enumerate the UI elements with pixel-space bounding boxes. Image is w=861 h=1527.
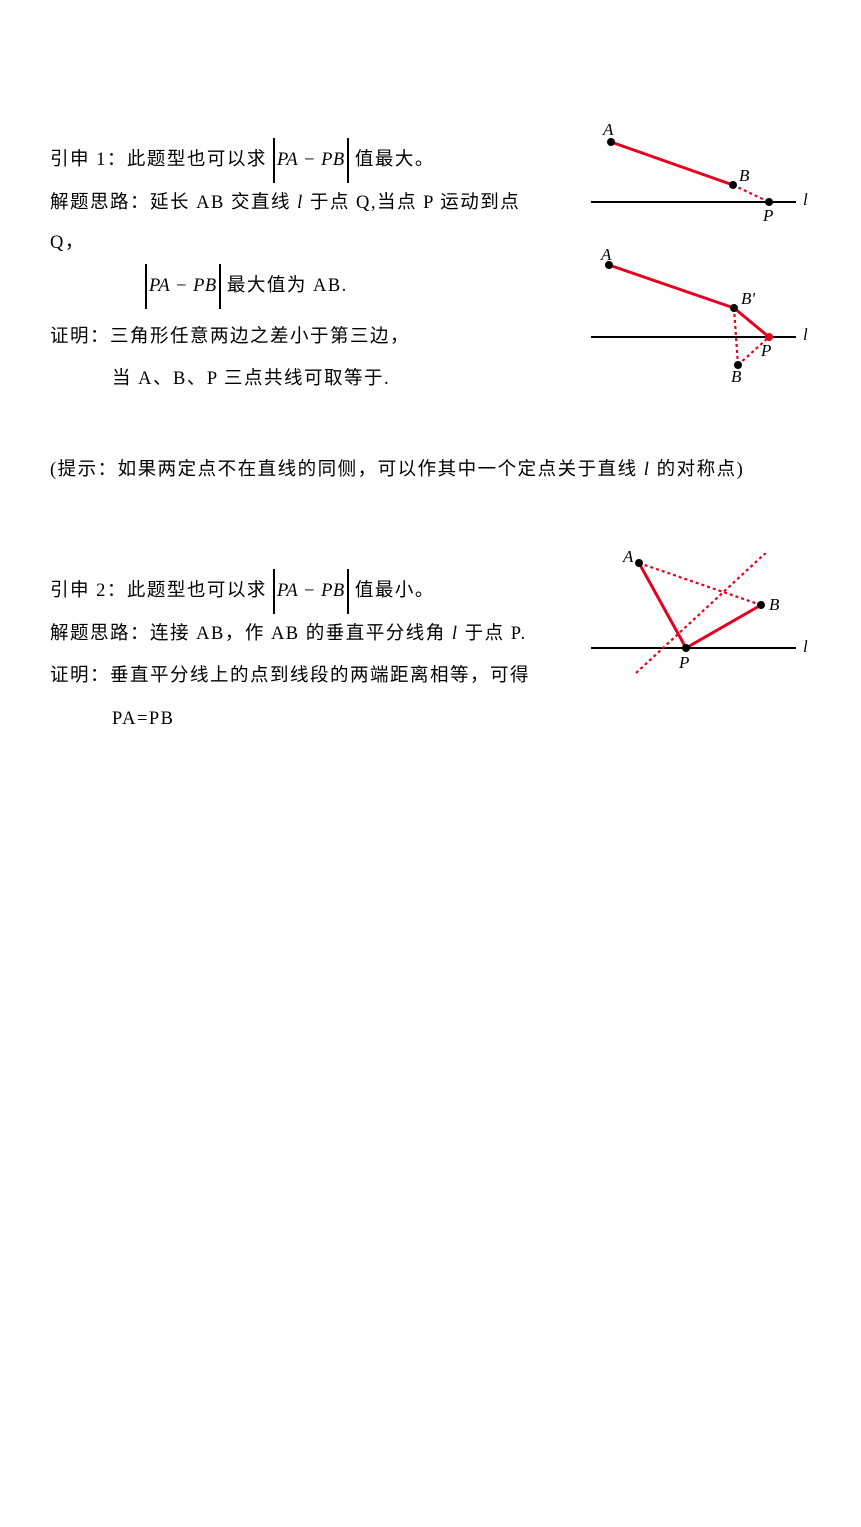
b2-line2: 解题思路：连接 AB，作 AB 的垂直平分线角 l 于点 P. — [50, 614, 560, 655]
block1-text: 引申 1：此题型也可以求 PA − PB 值最大。 解题思路：延长 AB 交直线… — [50, 140, 560, 400]
d3-label-A: A — [623, 547, 633, 567]
d2-label-A: A — [601, 245, 611, 265]
d3-label-P: P — [679, 653, 689, 673]
b1-line3-abs: PA − PB — [145, 266, 221, 307]
diagram-1-svg — [591, 130, 811, 230]
b1-line1-formula: PA − PB — [277, 150, 345, 170]
b1-line3-formula: PA − PB — [149, 276, 217, 296]
d2-label-Bp: B' — [741, 289, 755, 309]
diagram-3: A B P l — [591, 553, 811, 698]
b2-line1-formula: PA − PB — [277, 581, 345, 601]
page: 引申 1：此题型也可以求 PA − PB 值最大。 解题思路：延长 AB 交直线… — [0, 0, 861, 1527]
d2-label-l: l — [803, 325, 808, 345]
d1-label-l: l — [803, 190, 808, 210]
b1-hint: (提示：如果两定点不在直线的同侧，可以作其中一个定点关于直线 l 的对称点) — [50, 450, 810, 491]
diagram-2: A B' B P l — [591, 255, 811, 390]
d1-label-B: B — [739, 166, 749, 186]
d2-label-P: P — [761, 341, 771, 361]
b1-line1: 引申 1：此题型也可以求 PA − PB 值最大。 — [50, 140, 560, 181]
diagram-2-svg — [591, 255, 811, 385]
b1-line3-post: 最大值为 AB. — [227, 276, 348, 296]
diagram-1: A B P l — [591, 130, 811, 235]
block2-text: 引申 2：此题型也可以求 PA − PB 值最小。 解题思路：连接 AB，作 A… — [50, 571, 560, 740]
d3-label-B: B — [769, 595, 779, 615]
b1-line2: 解题思路：延长 AB 交直线 l 于点 Q,当点 P 运动到点 Q， — [50, 183, 560, 264]
b1-line1-abs: PA − PB — [273, 140, 349, 181]
b1-line3: PA − PB 最大值为 AB. — [50, 266, 560, 307]
b1-line1-post: 值最大。 — [355, 150, 435, 170]
b1-line1-pre: 引申 1：此题型也可以求 — [50, 150, 267, 170]
d1-label-A: A — [603, 120, 613, 140]
b2-line3: 证明：垂直平分线上的点到线段的两端距离相等，可得 — [50, 656, 560, 697]
b2-line4: PA=PB — [50, 699, 560, 740]
b2-line1-post: 值最小。 — [355, 581, 435, 601]
b2-line1-abs: PA − PB — [273, 571, 349, 612]
b2-line1-pre: 引申 2：此题型也可以求 — [50, 581, 267, 601]
b2-line1: 引申 2：此题型也可以求 PA − PB 值最小。 — [50, 571, 560, 612]
b1-line4: 证明：三角形任意两边之差小于第三边， — [50, 317, 560, 358]
b1-line2-txt: 解题思路：延长 AB 交直线 l 于点 Q,当点 P 运动到点 Q， — [50, 193, 520, 254]
d1-label-P: P — [763, 206, 773, 226]
diagram-3-svg — [591, 553, 811, 693]
block2: 引申 2：此题型也可以求 PA − PB 值最小。 解题思路：连接 AB，作 A… — [50, 571, 811, 740]
d3-label-l: l — [803, 637, 808, 657]
b1-line5: 当 A、B、P 三点共线可取等于. — [50, 359, 560, 400]
content: 引申 1：此题型也可以求 PA − PB 值最大。 解题思路：延长 AB 交直线… — [50, 140, 811, 740]
d2-label-B: B — [731, 367, 741, 387]
